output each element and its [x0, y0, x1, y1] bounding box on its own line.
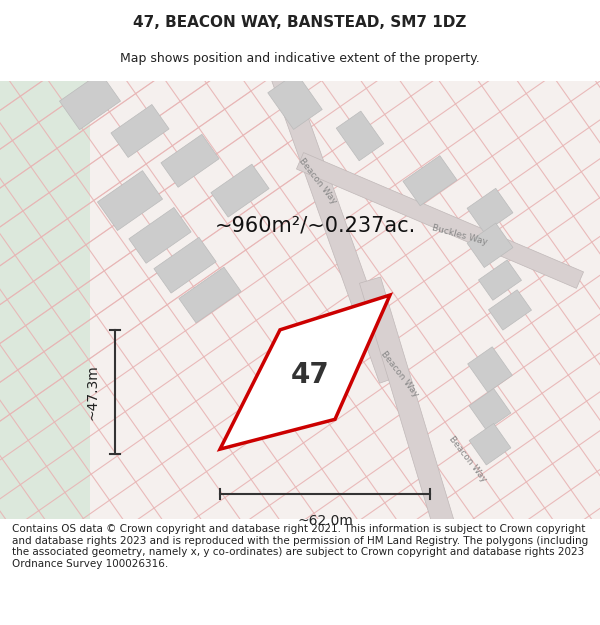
Text: ~62.0m: ~62.0m: [297, 514, 353, 528]
Bar: [0, 81, 85, 519]
Text: 47: 47: [290, 361, 329, 389]
Polygon shape: [154, 238, 216, 293]
Polygon shape: [336, 111, 384, 161]
Polygon shape: [161, 134, 219, 188]
Text: Beacon Way: Beacon Way: [379, 350, 421, 399]
Polygon shape: [467, 347, 512, 392]
Text: Beacon Way: Beacon Way: [448, 434, 488, 484]
Polygon shape: [359, 277, 470, 581]
Polygon shape: [220, 295, 390, 449]
Bar: [0, 81, 90, 519]
Polygon shape: [488, 290, 532, 330]
Polygon shape: [296, 152, 584, 288]
Polygon shape: [478, 260, 521, 300]
Text: ~960m²/~0.237ac.: ~960m²/~0.237ac.: [215, 216, 416, 236]
Polygon shape: [97, 171, 163, 231]
Polygon shape: [469, 423, 511, 465]
Polygon shape: [269, 68, 400, 383]
Text: Contains OS data © Crown copyright and database right 2021. This information is : Contains OS data © Crown copyright and d…: [12, 524, 588, 569]
Polygon shape: [268, 73, 322, 129]
Polygon shape: [59, 72, 121, 129]
Polygon shape: [469, 389, 511, 430]
Text: Beacon Way: Beacon Way: [298, 156, 338, 206]
Text: 47, BEACON WAY, BANSTEAD, SM7 1DZ: 47, BEACON WAY, BANSTEAD, SM7 1DZ: [133, 15, 467, 30]
Polygon shape: [403, 156, 457, 206]
Polygon shape: [179, 267, 241, 323]
Polygon shape: [467, 188, 513, 232]
Text: Buckles Way: Buckles Way: [431, 224, 488, 247]
Polygon shape: [467, 223, 513, 268]
Polygon shape: [129, 208, 191, 263]
Polygon shape: [111, 104, 169, 158]
Text: ~47.3m: ~47.3m: [86, 364, 100, 420]
Text: Map shows position and indicative extent of the property.: Map shows position and indicative extent…: [120, 52, 480, 65]
Polygon shape: [211, 164, 269, 217]
